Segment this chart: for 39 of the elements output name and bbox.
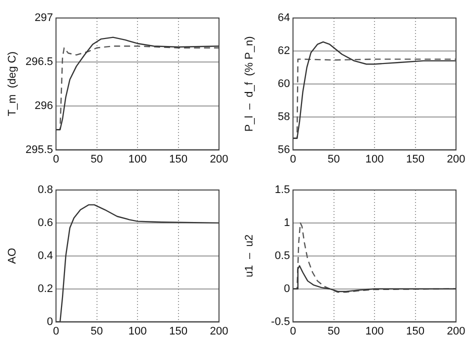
x-tick-label: 150 [169,325,188,338]
y-tick-label: 1 [284,216,290,229]
y-tick-label: 0.2 [38,282,53,295]
y-axis-title: AO [6,248,19,264]
y-axis-title: T_m (deg C) [6,52,19,116]
y-tick-label: 296.5 [25,56,53,68]
y-tick-label: 62 [278,44,290,57]
x-tick-label: 50 [90,153,103,166]
y-tick-label: 0.8 [38,184,53,196]
x-tick-label: 150 [406,325,424,338]
y-tick-label: 60 [278,78,290,90]
x-tick-label: 50 [328,325,340,338]
y-tick-label: 0.6 [38,216,53,229]
x-tick-label: 200 [446,325,466,338]
y-tick-label: 0 [46,316,53,328]
x-tick-label: 100 [128,153,147,166]
x-tick-label: 100 [365,325,384,338]
x-tick-label: 50 [328,153,340,166]
x-tick-label: 50 [90,325,103,338]
y-tick-label: 297 [34,12,53,24]
x-tick-label: 100 [365,153,384,166]
x-tick-label: 200 [210,325,228,338]
y-axis-title: P_l – d_f (% P_n) [244,36,256,132]
y-tick-label: 295.5 [25,144,53,156]
x-tick-label: 150 [406,153,424,166]
x-tick-label: 200 [210,153,228,166]
y-tick-label: -0.5 [271,316,290,328]
y-tick-label: 0 [284,282,290,295]
y-tick-label: 0.5 [274,250,290,262]
x-tick-label: 200 [446,153,466,166]
y-tick-label: 296 [34,100,53,112]
y-tick-label: 56 [278,144,290,156]
x-tick-label: 100 [128,325,147,338]
x-tick-label: 150 [169,153,188,166]
y-tick-label: 58 [278,110,290,123]
y-axis-title: u1 – u2 [244,234,256,278]
y-tick-label: 64 [278,12,290,24]
y-tick-label: 0.4 [38,250,53,262]
y-tick-label: 1.5 [274,184,290,196]
